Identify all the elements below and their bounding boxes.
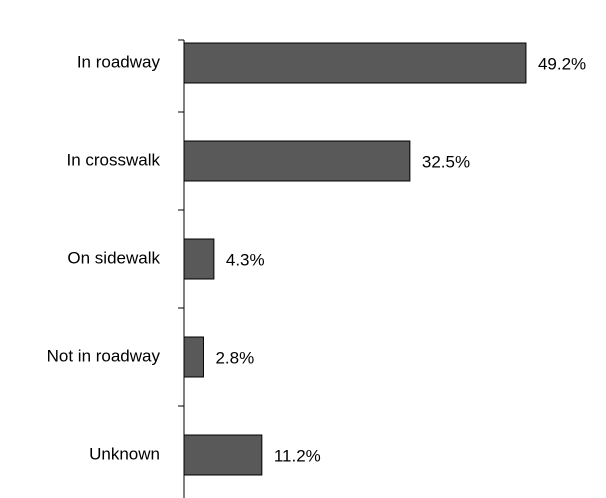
category-label: In roadway bbox=[77, 52, 161, 71]
bar bbox=[183, 42, 527, 84]
category-label: On sidewalk bbox=[67, 248, 160, 267]
value-label: 11.2% bbox=[274, 446, 321, 465]
bar bbox=[183, 238, 215, 280]
category-label: In crosswalk bbox=[66, 150, 160, 169]
value-label: 32.5% bbox=[422, 152, 470, 171]
bar bbox=[183, 434, 263, 476]
category-label: Not in roadway bbox=[47, 346, 161, 365]
bar bbox=[183, 140, 411, 182]
value-label: 49.2% bbox=[538, 54, 586, 73]
bar bbox=[183, 336, 204, 378]
value-label: 4.3% bbox=[226, 250, 265, 269]
value-label: 2.8% bbox=[215, 348, 254, 367]
category-label: Unknown bbox=[89, 444, 160, 463]
